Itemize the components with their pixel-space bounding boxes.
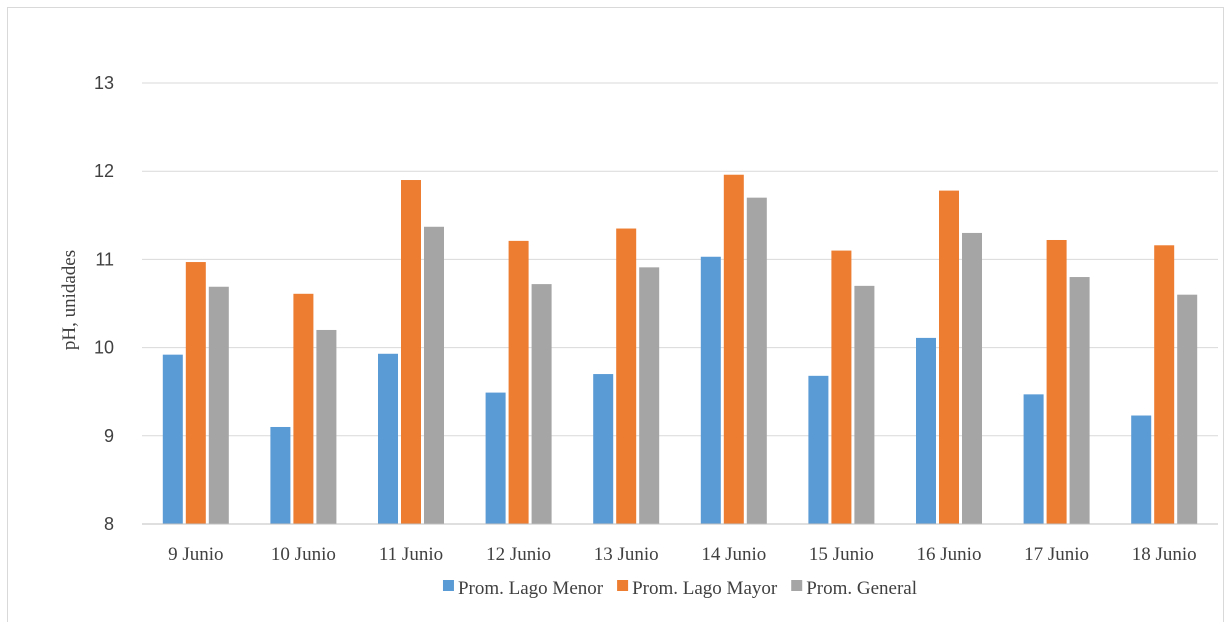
legend-swatch <box>442 580 454 591</box>
bar-prom-lago-menor-5 <box>700 256 721 524</box>
legend-label: Prom. General <box>806 578 917 599</box>
y-tick-label: 8 <box>104 514 114 534</box>
legend: Prom. Lago Menor Prom. Lago Mayor Prom. Ge… <box>442 578 917 599</box>
bar-prom-lago-mayor-8 <box>1046 239 1067 524</box>
bar-prom-lago-mayor-9 <box>1154 245 1175 524</box>
bar-prom-general-0 <box>208 286 229 524</box>
bar-prom-general-3 <box>531 284 552 524</box>
legend-swatch <box>791 580 803 591</box>
legend-label: Prom. Lago Mayor <box>632 578 778 599</box>
legend-label: Prom. Lago Menor <box>458 578 604 599</box>
x-axis-ticks: 9 Junio 10 Junio 11 Junio 12 Junio 13 Junio 1… <box>168 544 1197 565</box>
bar-prom-lago-menor-8 <box>1023 394 1044 524</box>
bar-prom-lago-mayor-7 <box>939 190 959 524</box>
x-tick-label: 10 Junio <box>271 544 336 565</box>
bar-prom-general-9 <box>1177 294 1198 524</box>
y-axis-ticks: 8 9 10 11 12 13 <box>94 73 114 534</box>
bar-prom-lago-mayor-4 <box>616 228 637 524</box>
x-tick-label: 11 Junio <box>379 544 443 565</box>
y-tick-label: 11 <box>95 249 114 269</box>
legend-item: Prom. Lago Menor <box>442 578 604 599</box>
x-tick-label: 15 Junio <box>809 544 874 565</box>
bar-prom-lago-menor-4 <box>593 374 614 524</box>
bar-prom-lago-mayor-0 <box>185 262 206 524</box>
x-tick-label: 18 Junio <box>1132 544 1197 565</box>
bar-prom-general-4 <box>639 267 660 524</box>
legend-swatch <box>617 580 629 591</box>
legend-item: Prom. Lago Mayor <box>617 578 778 599</box>
bar-prom-lago-mayor-2 <box>401 180 421 524</box>
bar-prom-lago-menor-9 <box>1131 415 1152 524</box>
bar-prom-general-6 <box>854 285 875 524</box>
bar-prom-lago-menor-0 <box>162 354 183 524</box>
bar-prom-general-8 <box>1069 277 1090 524</box>
x-tick-label: 16 Junio <box>917 544 982 565</box>
y-tick-label: 10 <box>94 338 114 358</box>
y-axis-label: pH, unidades <box>59 250 80 350</box>
y-tick-label: 12 <box>94 161 114 181</box>
bar-prom-general-1 <box>316 329 337 524</box>
bar-prom-lago-menor-6 <box>808 375 829 524</box>
bar-prom-general-7 <box>962 232 982 524</box>
legend-item: Prom. General <box>791 578 917 599</box>
x-tick-label: 14 Junio <box>701 544 766 565</box>
y-tick-label: 13 <box>94 73 114 93</box>
y-tick-label: 9 <box>104 426 114 446</box>
x-tick-label: 9 Junio <box>168 544 223 565</box>
bar-prom-lago-menor-3 <box>485 392 506 524</box>
bar-prom-lago-mayor-5 <box>723 174 744 524</box>
x-tick-label: 12 Junio <box>486 544 551 565</box>
bar-prom-lago-mayor-1 <box>293 293 314 524</box>
bar-prom-lago-menor-2 <box>378 353 398 524</box>
bar-prom-lago-menor-7 <box>916 337 936 524</box>
bars <box>162 174 1198 525</box>
bar-prom-general-2 <box>424 226 444 525</box>
bar-prom-general-5 <box>746 197 767 524</box>
bar-prom-lago-mayor-6 <box>831 250 852 524</box>
bar-prom-lago-menor-1 <box>270 426 291 524</box>
x-tick-label: 13 Junio <box>594 544 659 565</box>
x-tick-label: 17 Junio <box>1024 544 1089 565</box>
bar-prom-lago-mayor-3 <box>508 240 529 525</box>
